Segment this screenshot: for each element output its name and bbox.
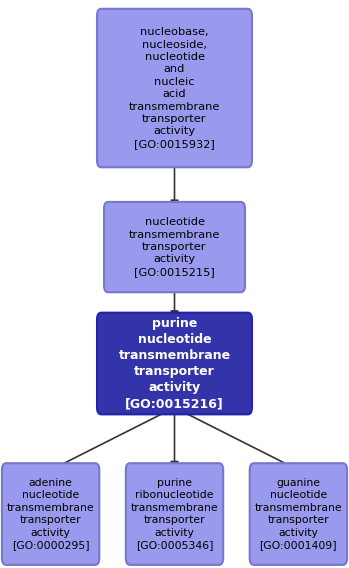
FancyBboxPatch shape xyxy=(104,202,245,293)
FancyBboxPatch shape xyxy=(2,463,99,565)
Text: guanine
nucleotide
transmembrane
transporter
activity
[GO:0001409]: guanine nucleotide transmembrane transpo… xyxy=(254,478,342,550)
FancyBboxPatch shape xyxy=(97,312,252,415)
Text: purine
ribonucleotide
transmembrane
transporter
activity
[GO:0005346]: purine ribonucleotide transmembrane tran… xyxy=(131,478,218,550)
Text: adenine
nucleotide
transmembrane
transporter
activity
[GO:0000295]: adenine nucleotide transmembrane transpo… xyxy=(7,478,95,550)
Text: nucleobase,
nucleoside,
nucleotide
and
nucleic
acid
transmembrane
transporter
ac: nucleobase, nucleoside, nucleotide and n… xyxy=(129,27,220,149)
Text: purine
nucleotide
transmembrane
transporter
activity
[GO:0015216]: purine nucleotide transmembrane transpor… xyxy=(118,317,231,410)
FancyBboxPatch shape xyxy=(126,463,223,565)
Text: nucleotide
transmembrane
transporter
activity
[GO:0015215]: nucleotide transmembrane transporter act… xyxy=(129,218,220,277)
FancyBboxPatch shape xyxy=(97,9,252,167)
FancyBboxPatch shape xyxy=(250,463,347,565)
